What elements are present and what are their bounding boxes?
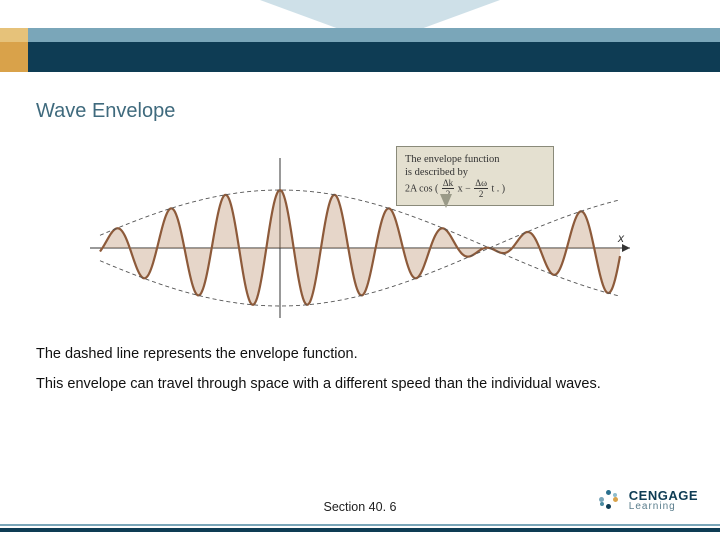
formula-mid: x − <box>458 184 471 195</box>
logo-dots-icon <box>597 488 621 512</box>
callout-line1: The envelope function <box>405 153 545 166</box>
logo-text: CENGAGE Learning <box>629 489 698 512</box>
body-paragraph-1: The dashed line represents the envelope … <box>36 345 358 365</box>
header-decoration <box>0 0 720 80</box>
callout-pointer <box>440 194 452 208</box>
formula-suffix: t . <box>492 184 500 195</box>
callout-box: The envelope function is described by 2A… <box>396 146 554 206</box>
footer-stripe-dark <box>0 528 720 532</box>
wave-figure: x The envelope function is described by … <box>90 138 630 318</box>
logo-subbrand: Learning <box>629 502 698 512</box>
footer-stripe-light <box>0 524 720 526</box>
formula-prefix: 2A cos <box>405 184 433 195</box>
logo-brand: CENGAGE <box>629 489 698 502</box>
callout-formula: 2A cos ( Δk 2 x − Δω 2 t . ) <box>405 179 545 199</box>
paren-close: ) <box>502 184 505 195</box>
header-mid-stripe <box>0 28 720 42</box>
header-accent-gold <box>0 42 28 72</box>
header-dark-stripe <box>0 42 720 72</box>
page-title: Wave Envelope <box>36 100 175 123</box>
body-paragraph-2: This envelope can travel through space w… <box>36 375 601 395</box>
formula-frac2: Δω 2 <box>474 179 488 199</box>
paren-open: ( <box>435 184 438 195</box>
svg-text:x: x <box>617 231 625 245</box>
header-accent-light <box>0 28 28 42</box>
cengage-logo: CENGAGE Learning <box>597 488 698 512</box>
